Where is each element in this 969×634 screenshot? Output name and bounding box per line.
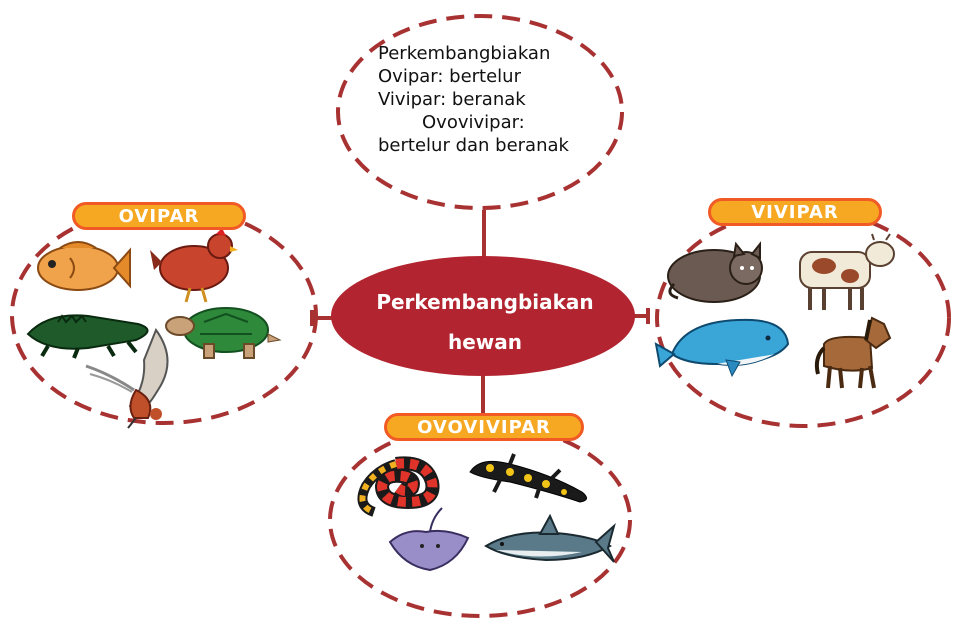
turtle-icon (165, 307, 282, 359)
ovovivipar-oval (328, 422, 632, 618)
ovipar-label-pill: OVIPAR (72, 202, 246, 230)
center-title-line: hewan (447, 330, 522, 354)
ovovivipar-label-pill: OVOVIVIPAR (384, 413, 584, 441)
horse-icon (814, 316, 892, 389)
vivipar-label-pill: VIVIPAR (708, 198, 882, 226)
definition-text: Perkembangbiakan Ovipar: bertelur Vivipa… (378, 42, 668, 157)
vivipar-label: VIVIPAR (751, 201, 839, 223)
ovovivipar-label: OVOVIVIPAR (417, 416, 551, 438)
definition-line: Ovovivipar: (422, 112, 525, 133)
definition-line: Ovipar: bertelur (378, 66, 521, 87)
cat-icon (667, 241, 763, 303)
chicken-icon (150, 228, 238, 303)
center-title: Perkembangbiakan hewan (335, 282, 635, 362)
definition-line: Vivipar: beranak (378, 89, 526, 110)
salamander-icon (469, 453, 587, 503)
definition-line: Perkembangbiakan (378, 43, 551, 64)
center-title-line: Perkembangbiakan (376, 290, 594, 314)
stingray-icon (388, 507, 470, 572)
crocodile-icon (26, 314, 149, 359)
snake-icon (357, 456, 440, 517)
vivipar-oval (655, 208, 951, 428)
cow-icon (799, 233, 895, 310)
shark-icon (484, 513, 616, 563)
whale-icon (654, 318, 790, 378)
ovipar-label: OVIPAR (118, 205, 200, 227)
definition-line: bertelur dan beranak (378, 135, 569, 156)
ovipar-oval (10, 205, 318, 425)
definition-oval (336, 14, 624, 210)
bird-icon (85, 327, 169, 429)
center-ellipse (331, 256, 635, 376)
fish-icon (37, 241, 131, 291)
